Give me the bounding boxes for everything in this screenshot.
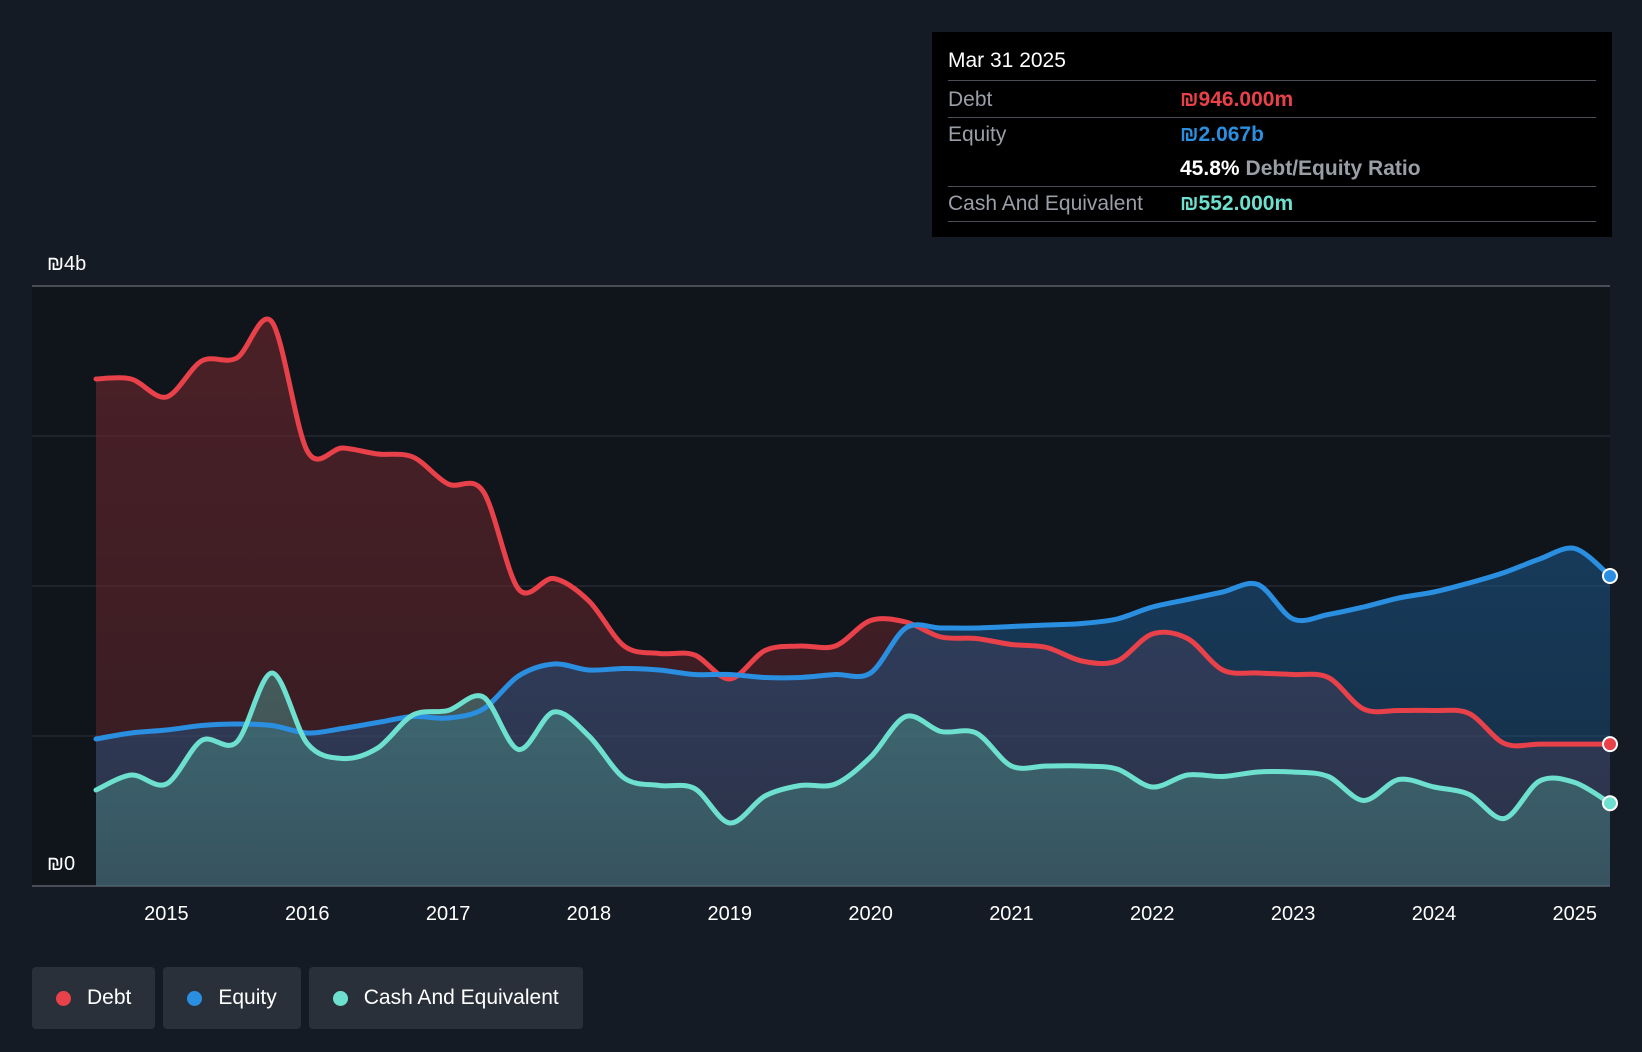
x-tick-label: 2020 xyxy=(848,903,893,925)
x-tick-label: 2017 xyxy=(426,903,471,925)
x-tick-label: 2015 xyxy=(144,903,189,925)
end-dot-cash xyxy=(1602,795,1618,812)
x-tick-label: 2025 xyxy=(1553,903,1598,925)
tooltip-debt-value: ₪946.000m xyxy=(1180,88,1294,111)
tooltip-cash-label: Cash And Equivalent xyxy=(948,192,1143,215)
tooltip-equity-row: Equity ₪2.067b xyxy=(948,118,1596,152)
legend-label-debt: Debt xyxy=(87,986,132,1009)
series-areas xyxy=(96,318,1610,886)
legend: Debt Equity Cash And Equivalent xyxy=(32,967,583,1029)
legend-dot-equity xyxy=(187,990,203,1006)
x-tick-label: 2021 xyxy=(989,903,1034,925)
tooltip-equity-label: Equity xyxy=(948,123,1007,146)
area-cash xyxy=(96,672,1610,886)
x-axis-ticks: 2015 2016 2017 2018 2019 2020 2021 2022 2023 2024… xyxy=(144,903,1597,925)
y-axis-bottom-label: ₪0 xyxy=(47,853,75,875)
y-axis-top-label: ₪4b xyxy=(47,253,86,275)
legend-label-cash: Cash And Equivalent xyxy=(363,986,559,1009)
x-tick-label: 2018 xyxy=(567,903,612,925)
legend-item-cash[interactable]: Cash And Equivalent xyxy=(308,967,583,1029)
series-lines xyxy=(93,316,1613,826)
end-dot-equity xyxy=(1602,567,1618,584)
tooltip-ratio-label: Debt/Equity Ratio xyxy=(1245,157,1421,180)
line-equity xyxy=(93,545,1613,742)
tooltip-ratio-row: 45.8% Debt/Equity Ratio xyxy=(948,152,1596,187)
x-tick-label: 2023 xyxy=(1271,903,1316,925)
legend-label-equity: Equity xyxy=(218,986,277,1009)
tooltip-debt-label: Debt xyxy=(948,88,993,111)
legend-dot-cash xyxy=(332,990,348,1006)
x-tick-label: 2019 xyxy=(708,903,753,925)
line-cash xyxy=(93,670,1613,826)
x-tick-label: 2022 xyxy=(1130,903,1175,925)
x-tick-label: 2024 xyxy=(1412,903,1457,925)
legend-dot-debt xyxy=(56,990,71,1006)
tooltip-ratio-value: 45.8% xyxy=(1180,157,1240,180)
line-debt xyxy=(93,316,1613,749)
tooltip-debt-row: Debt ₪946.000m xyxy=(948,83,1596,118)
x-tick-label: 2016 xyxy=(285,903,330,925)
tooltip-equity-value: ₪2.067b xyxy=(1180,123,1264,146)
tooltip-ratio-spacer xyxy=(948,152,1180,186)
tooltip-panel: Mar 31 2025 Debt ₪946.000m Equity ₪2.067… xyxy=(932,32,1612,237)
legend-item-debt[interactable]: Debt xyxy=(32,967,156,1029)
tooltip-date: Mar 31 2025 xyxy=(948,46,1596,81)
series-end-dots xyxy=(1602,567,1618,812)
tooltip-cash-row: Cash And Equivalent ₪552.000m xyxy=(948,187,1596,222)
tooltip-cash-value: ₪552.000m xyxy=(1180,192,1294,215)
legend-item-equity[interactable]: Equity xyxy=(163,967,301,1029)
end-dot-debt xyxy=(1602,736,1618,753)
